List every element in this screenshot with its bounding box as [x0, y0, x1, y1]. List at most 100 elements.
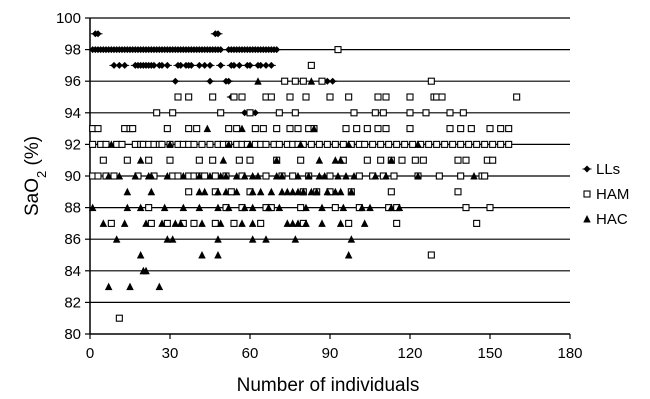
point-ham-112 — [393, 140, 401, 148]
point-ham-29 — [275, 109, 283, 117]
point-ham-155 — [174, 172, 182, 180]
point-ham-104 — [331, 140, 339, 148]
point-ham-138 — [363, 156, 371, 164]
point-ham-201 — [163, 219, 171, 227]
point-hac-73 — [195, 203, 203, 212]
point-lls-74 — [120, 61, 130, 69]
point-hac-3 — [238, 124, 246, 133]
point-hac-80 — [302, 203, 310, 212]
point-ham-64 — [486, 125, 494, 133]
point-hac-35 — [278, 172, 286, 180]
point-hac-112 — [137, 251, 145, 259]
point-ham-122 — [473, 140, 481, 148]
point-hac-20 — [115, 172, 123, 180]
point-ham-55 — [342, 125, 350, 133]
point-ham-186 — [454, 188, 462, 196]
point-lls-104 — [170, 77, 180, 85]
point-ham-116 — [425, 140, 433, 148]
point-ham-149 — [94, 172, 102, 180]
point-hac-87 — [99, 219, 107, 227]
point-ham-131 — [195, 156, 203, 164]
point-hac-70 — [137, 203, 145, 212]
y-tick-label-92: 92 — [64, 136, 81, 153]
point-ham-171 — [390, 172, 398, 180]
y-tick-label-94: 94 — [64, 105, 81, 122]
point-ham-145 — [462, 156, 470, 164]
y-axis-title: SaO2 (%) — [22, 136, 49, 216]
point-ham-130 — [166, 156, 174, 164]
point-hac-115 — [345, 251, 353, 259]
x-tick-label-120: 120 — [397, 345, 422, 362]
point-hac-83 — [358, 203, 366, 212]
point-hac-100 — [302, 219, 310, 227]
point-ham-132 — [209, 156, 217, 164]
point-hac-93 — [198, 219, 206, 227]
point-hac-30 — [233, 172, 241, 180]
point-ham-141 — [398, 156, 406, 164]
point-ham-114 — [409, 140, 417, 148]
point-ham-49 — [259, 125, 267, 133]
point-hac-43 — [371, 172, 379, 180]
point-hac-9 — [297, 140, 305, 148]
point-ham-2 — [281, 77, 289, 85]
point-ham-62 — [457, 125, 465, 133]
point-hac-68 — [89, 203, 97, 212]
point-ham-124 — [489, 140, 497, 148]
point-hac-90 — [158, 219, 166, 227]
point-ham-57 — [363, 125, 371, 133]
point-ham-6 — [427, 77, 435, 85]
data-points — [88, 30, 521, 322]
point-lls-52 — [216, 46, 226, 54]
point-ham-108 — [361, 140, 369, 148]
point-hac-96 — [249, 219, 257, 227]
point-hac-14 — [273, 156, 281, 164]
point-ham-26 — [169, 109, 177, 117]
point-ham-4 — [299, 77, 307, 85]
point-ham-203 — [190, 219, 198, 227]
y-tick-label-90: 90 — [64, 168, 81, 185]
point-ham-144 — [454, 156, 462, 164]
point-ham-61 — [446, 125, 454, 133]
point-ham-78 — [158, 140, 166, 148]
point-ham-1 — [307, 61, 315, 69]
point-hac-55 — [257, 187, 265, 196]
y-tick-label-100: 100 — [56, 10, 81, 27]
point-hac-15 — [315, 156, 323, 164]
point-ham-56 — [353, 125, 361, 133]
legend-symbol-ham — [583, 190, 591, 198]
point-hac-7 — [225, 140, 233, 148]
point-ham-109 — [369, 140, 377, 148]
point-hac-64 — [323, 187, 331, 196]
point-ham-47 — [233, 125, 241, 133]
point-ham-51 — [286, 125, 294, 133]
point-ham-23 — [438, 93, 446, 101]
point-hac-71 — [161, 203, 169, 212]
point-ham-200 — [147, 219, 155, 227]
point-ham-193 — [331, 204, 339, 212]
point-hac-2 — [203, 124, 211, 133]
point-lls-110 — [328, 77, 338, 85]
point-hac-39 — [321, 172, 329, 180]
point-hac-106 — [169, 235, 177, 243]
point-ham-46 — [225, 125, 233, 133]
point-hac-109 — [262, 235, 270, 243]
point-ham-7 — [174, 93, 182, 101]
point-ham-126 — [505, 140, 513, 148]
point-ham-19 — [382, 93, 390, 101]
point-hac-12 — [137, 156, 145, 164]
point-ham-33 — [379, 109, 387, 117]
point-hac-89 — [142, 219, 150, 227]
legend-item-hac: HAC — [583, 211, 628, 228]
point-hac-61 — [299, 187, 307, 196]
point-ham-151 — [110, 172, 118, 180]
point-hac-82 — [339, 203, 347, 212]
point-ham-111 — [385, 140, 393, 148]
point-ham-8 — [185, 93, 193, 101]
point-ham-128 — [123, 156, 131, 164]
point-ham-198 — [486, 204, 494, 212]
point-ham-20 — [406, 93, 414, 101]
point-hac-107 — [214, 235, 222, 243]
point-ham-48 — [251, 125, 259, 133]
point-hac-95 — [238, 219, 246, 227]
point-ham-0 — [334, 46, 342, 54]
